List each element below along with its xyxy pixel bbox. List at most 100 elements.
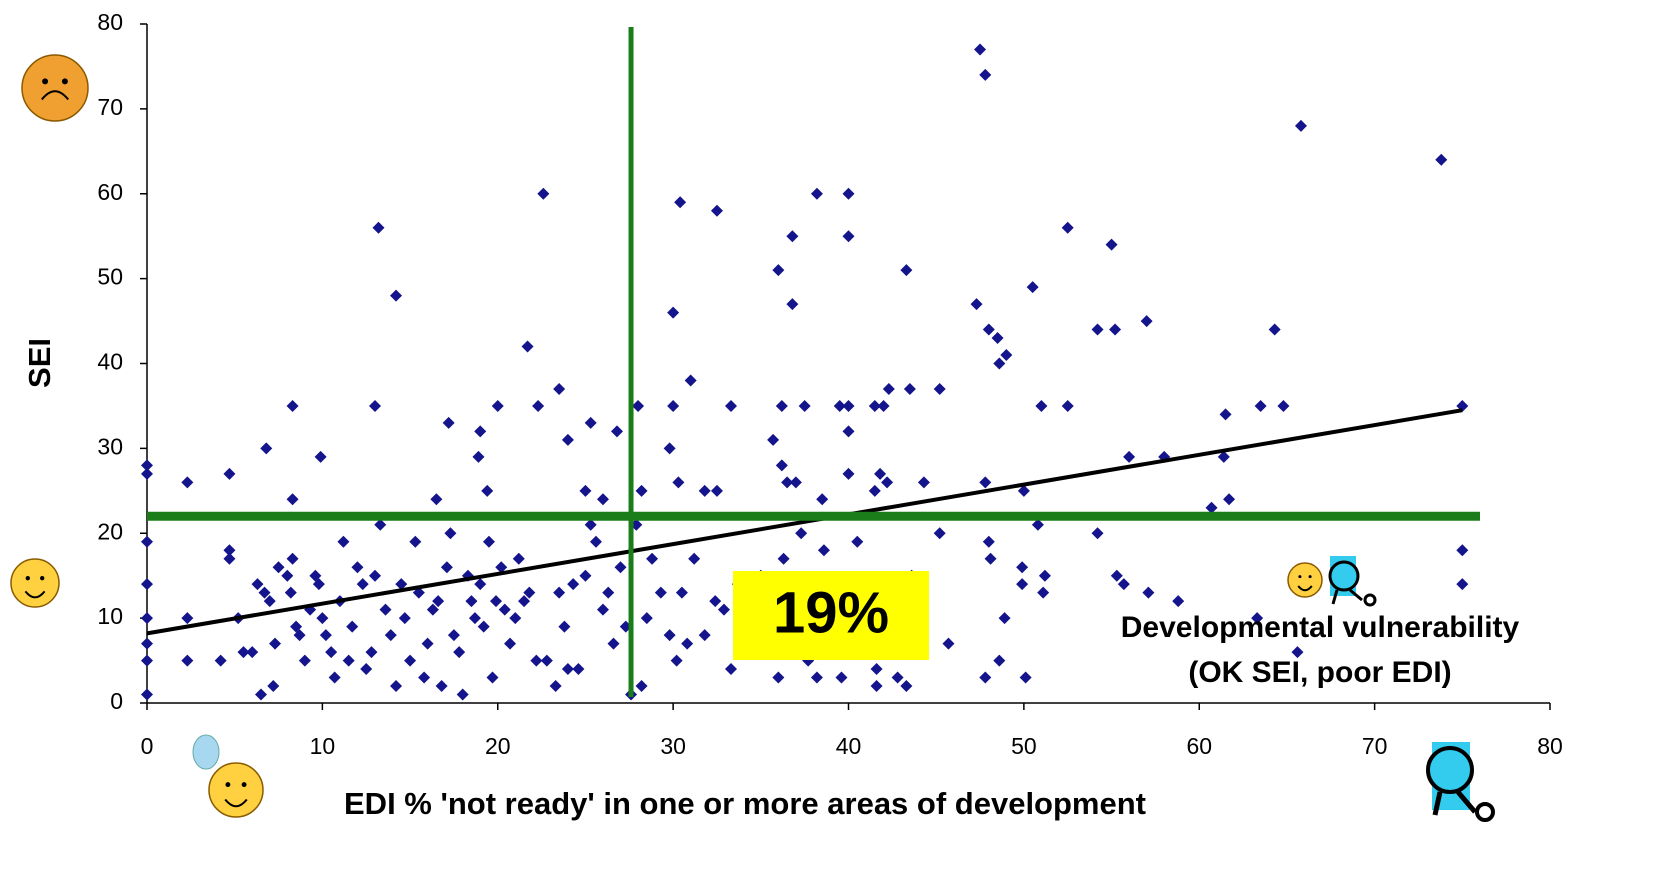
point [395, 578, 408, 591]
point [663, 442, 676, 455]
point [1294, 119, 1307, 132]
face-eye [40, 576, 45, 581]
point [842, 467, 855, 480]
creature-foot [1363, 593, 1377, 607]
x-tick-label: 60 [1186, 733, 1212, 759]
point [272, 561, 285, 574]
point [786, 230, 799, 243]
point [1142, 586, 1155, 599]
point [530, 654, 543, 667]
point [579, 484, 592, 497]
point [775, 399, 788, 412]
point [942, 637, 955, 650]
point [816, 493, 829, 506]
point [561, 433, 574, 446]
point [698, 629, 711, 642]
point [223, 467, 236, 480]
point [607, 637, 620, 650]
point [789, 476, 802, 489]
point [1123, 450, 1136, 463]
point [181, 612, 194, 625]
point [237, 646, 250, 659]
face-icon [1287, 562, 1323, 598]
creature-icon [1328, 560, 1360, 592]
face-eye [1298, 575, 1302, 579]
point [842, 187, 855, 200]
point [518, 595, 531, 608]
point [1017, 484, 1030, 497]
point [258, 586, 271, 599]
point [267, 680, 280, 693]
point [672, 476, 685, 489]
x-tick-label: 70 [1362, 733, 1388, 759]
point [772, 264, 785, 277]
point [286, 399, 299, 412]
point [1291, 646, 1304, 659]
point [293, 629, 306, 642]
point [596, 603, 609, 616]
highlight-box [733, 571, 929, 660]
point [970, 298, 983, 311]
x-tick-label: 20 [485, 733, 511, 759]
point [374, 518, 387, 531]
note-line: (OK SEI, poor EDI) [1188, 656, 1451, 689]
y-tick-label: 70 [97, 94, 123, 120]
point [342, 654, 355, 667]
point [684, 374, 697, 387]
point [698, 484, 711, 497]
point [482, 535, 495, 548]
point [614, 561, 627, 574]
point [537, 187, 550, 200]
point [1456, 578, 1469, 591]
point [1172, 595, 1185, 608]
point [688, 552, 701, 565]
x-tick-label: 40 [836, 733, 862, 759]
face-eye [1308, 575, 1312, 579]
point [993, 357, 1006, 370]
point [141, 459, 153, 472]
point [1016, 561, 1029, 574]
point [635, 680, 648, 693]
point [223, 544, 236, 557]
point [810, 187, 823, 200]
x-axis-title: EDI % 'not ready' in one or more areas o… [344, 786, 1146, 821]
face-eye [42, 78, 49, 85]
x-tick-label: 0 [141, 733, 154, 759]
point [984, 552, 997, 565]
point [881, 476, 894, 489]
point [365, 646, 378, 659]
point [404, 654, 417, 667]
face-eye [225, 782, 231, 788]
point [481, 484, 494, 497]
point [379, 603, 392, 616]
point [1205, 501, 1218, 514]
point [223, 552, 236, 565]
point [1254, 399, 1267, 412]
point [584, 518, 597, 531]
point [523, 586, 536, 599]
point [444, 527, 457, 540]
y-axis-title: SEI [22, 338, 57, 388]
point [1277, 399, 1290, 412]
point [491, 399, 504, 412]
point [549, 680, 562, 693]
point [710, 204, 723, 217]
point [786, 298, 799, 311]
point [346, 620, 359, 633]
point [553, 382, 566, 395]
point [384, 629, 397, 642]
point [635, 484, 648, 497]
point [589, 535, 602, 548]
point [456, 688, 469, 701]
point [325, 646, 338, 659]
point [432, 595, 445, 608]
point [675, 586, 688, 599]
point [1000, 349, 1013, 362]
point [991, 332, 1004, 345]
point [1019, 671, 1032, 684]
point [141, 654, 153, 667]
point [611, 425, 624, 438]
point [468, 612, 481, 625]
point [654, 586, 667, 599]
